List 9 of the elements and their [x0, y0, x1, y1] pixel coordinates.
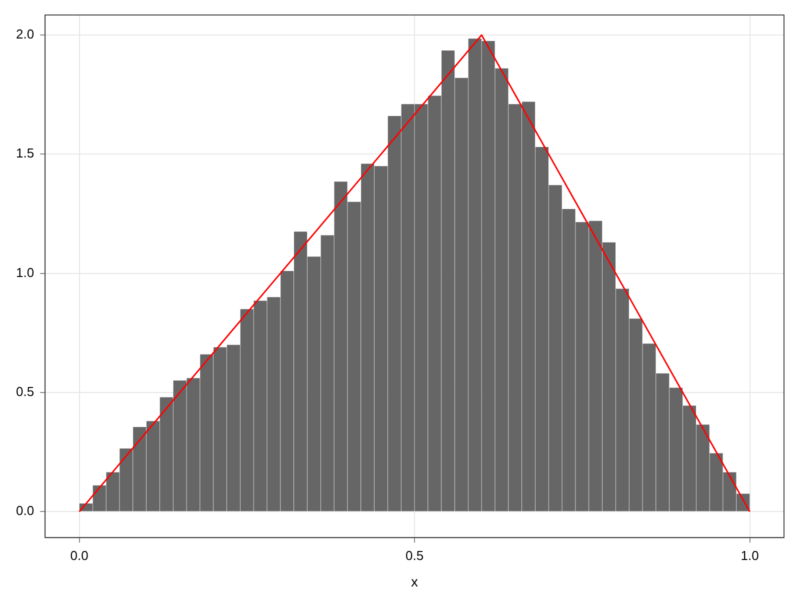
x-tick-label: 0.5 — [405, 548, 424, 563]
y-tick-label: 1.5 — [16, 146, 34, 161]
x-axis-title: x — [411, 573, 418, 590]
y-tick-label: 0.5 — [16, 384, 34, 400]
y-tick-label: 2.0 — [16, 26, 34, 42]
y-tick-label: 1.0 — [16, 264, 34, 280]
y-tick-label: 0.0 — [16, 503, 34, 518]
x-tick-label: 1.0 — [740, 548, 759, 563]
x-tick-label: 0.0 — [70, 548, 88, 563]
